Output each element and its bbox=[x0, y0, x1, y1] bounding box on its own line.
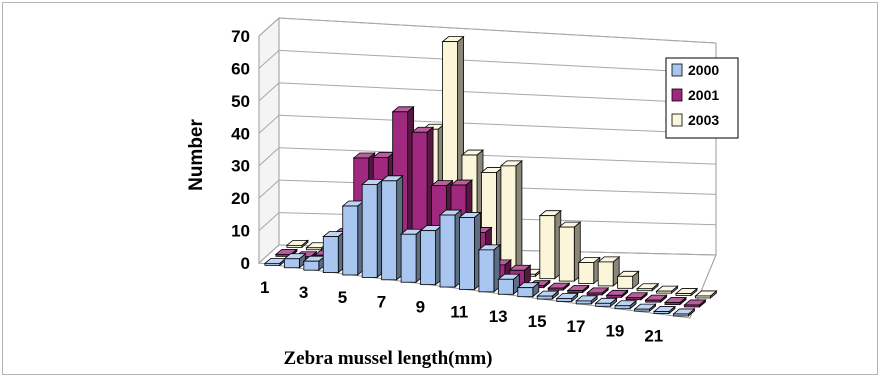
bar-2003-17 bbox=[597, 256, 621, 287]
bar-2000-4 bbox=[322, 230, 346, 274]
x-tick-label: 3 bbox=[299, 283, 308, 302]
bar-2001-18 bbox=[605, 289, 629, 299]
y-tick-label: 60 bbox=[231, 59, 250, 78]
x-tick-label: 9 bbox=[416, 297, 425, 316]
legend-label-2001: 2001 bbox=[688, 87, 719, 103]
side-wall bbox=[258, 16, 280, 265]
x-tick-label: 21 bbox=[644, 326, 663, 345]
bar-2003-21 bbox=[674, 287, 699, 297]
x-tick-label: 7 bbox=[377, 293, 386, 312]
x-tick-label: 13 bbox=[489, 307, 508, 326]
bar-2003-12 bbox=[499, 160, 524, 275]
bar-2000-12 bbox=[477, 244, 502, 293]
bar-2001-22 bbox=[683, 299, 707, 308]
bar-2000-3 bbox=[302, 255, 326, 272]
bar-2003-22 bbox=[694, 290, 718, 299]
y-tick-label: 30 bbox=[231, 157, 250, 176]
bar-2001-19 bbox=[624, 291, 649, 301]
legend-label-2000: 2000 bbox=[688, 62, 719, 78]
legend-swatch-2001 bbox=[671, 88, 683, 102]
chart-frame bbox=[2, 2, 878, 375]
legend-swatch-2000 bbox=[671, 63, 683, 77]
bar-2000-22 bbox=[672, 308, 696, 317]
bar-2000-15 bbox=[536, 290, 560, 300]
bar-2003-1 bbox=[285, 239, 310, 249]
x-tick-label: 15 bbox=[528, 312, 547, 331]
bar-2003-18 bbox=[616, 270, 640, 290]
x-tick-label: 11 bbox=[450, 302, 468, 321]
bar-2001-21 bbox=[663, 296, 688, 306]
bar-2003-20 bbox=[655, 285, 679, 294]
bar-2000-1 bbox=[263, 257, 288, 267]
gridline bbox=[258, 50, 280, 69]
bar-2001-17 bbox=[586, 287, 610, 296]
gridline bbox=[278, 17, 717, 44]
y-tick-label: 40 bbox=[231, 124, 250, 143]
x-tick-label: 19 bbox=[605, 322, 624, 341]
y-axis-title: Number bbox=[186, 119, 207, 191]
bar-2000-11 bbox=[458, 211, 482, 291]
x-tick-label: 5 bbox=[338, 288, 347, 307]
gridline bbox=[258, 114, 280, 134]
bar-2000-16 bbox=[555, 292, 579, 303]
bar-2001-20 bbox=[644, 294, 668, 303]
bar-2000-18 bbox=[594, 297, 618, 308]
gridline bbox=[278, 49, 717, 74]
gridline bbox=[258, 179, 280, 199]
gridline bbox=[278, 114, 717, 135]
bar-2001-16 bbox=[566, 284, 590, 294]
bar-2000-10 bbox=[438, 209, 463, 288]
gridline bbox=[258, 244, 280, 264]
x-axis-title: Zebra mussel length(mm) bbox=[284, 348, 493, 369]
legend-swatch-2003 bbox=[671, 113, 683, 127]
bar-2000-17 bbox=[575, 295, 599, 305]
bar-2000-5 bbox=[341, 200, 365, 276]
bar-2000-13 bbox=[497, 273, 521, 296]
y-tick-label: 70 bbox=[231, 27, 250, 46]
bar-2003-14 bbox=[538, 209, 562, 280]
x-tick-label: 17 bbox=[567, 317, 586, 336]
gridline bbox=[258, 147, 280, 167]
bar-2000-2 bbox=[283, 252, 307, 269]
y-tick-label: 10 bbox=[231, 222, 250, 241]
gridline bbox=[258, 212, 280, 231]
bar-2000-6 bbox=[361, 178, 385, 279]
gridline bbox=[258, 17, 280, 37]
bar-2003-16 bbox=[577, 256, 601, 285]
gridline bbox=[278, 82, 717, 105]
bar-2000-20 bbox=[633, 303, 657, 312]
y-tick-label: 50 bbox=[231, 92, 250, 111]
bar-2000-21 bbox=[652, 305, 677, 315]
y-tick-label: 20 bbox=[231, 189, 250, 208]
bar-2000-9 bbox=[419, 224, 443, 286]
x-tick-label: 1 bbox=[260, 278, 269, 297]
bar-2000-8 bbox=[399, 228, 424, 284]
bar-2001-15 bbox=[547, 282, 571, 291]
bar-2000-14 bbox=[516, 281, 540, 298]
bar-2000-19 bbox=[613, 299, 638, 310]
gridline bbox=[258, 82, 280, 102]
bar-2003-19 bbox=[635, 282, 660, 292]
legend-label-2003: 2003 bbox=[688, 112, 719, 128]
bar-2000-7 bbox=[380, 174, 404, 281]
gridline bbox=[278, 147, 717, 165]
y-tick-label: 0 bbox=[241, 254, 250, 273]
bar-2003-15 bbox=[558, 221, 582, 282]
